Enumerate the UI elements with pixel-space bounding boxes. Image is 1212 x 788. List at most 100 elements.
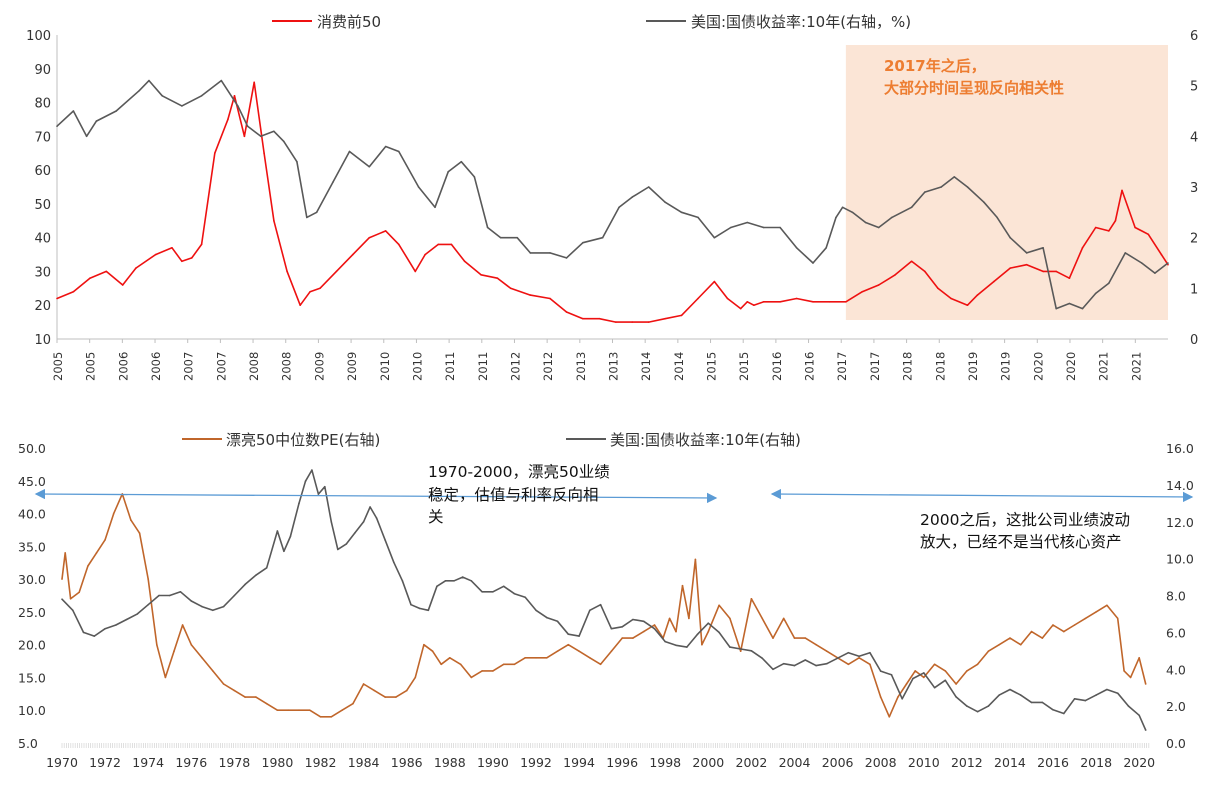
data-point xyxy=(201,657,203,659)
data-point xyxy=(130,519,132,521)
data-point xyxy=(1144,683,1147,685)
data-point xyxy=(502,585,505,588)
data-point xyxy=(115,624,117,626)
data-point xyxy=(861,290,864,293)
data-point xyxy=(85,135,88,138)
data-point xyxy=(233,594,236,597)
y-tick-label: 5.0 xyxy=(18,736,38,751)
data-point xyxy=(311,469,313,471)
data-point xyxy=(647,321,650,323)
data-point xyxy=(858,655,860,658)
data-point xyxy=(858,657,860,659)
data-point xyxy=(337,548,339,551)
data-point xyxy=(701,643,703,646)
data-point xyxy=(298,709,300,711)
data-point xyxy=(1041,701,1044,704)
y-tick-label: 45.0 xyxy=(18,474,46,489)
data-point xyxy=(894,274,896,276)
data-point xyxy=(1094,226,1097,229)
data-point xyxy=(707,630,710,633)
x-tick-label: 2012 xyxy=(951,755,983,770)
data-point xyxy=(535,609,537,612)
data-point xyxy=(283,140,285,143)
data-point xyxy=(1121,189,1123,192)
y2-tick-label: 14.0 xyxy=(1166,478,1194,493)
x-tick-label: 2020 xyxy=(1031,352,1045,381)
data-point xyxy=(680,211,683,214)
data-point xyxy=(104,539,106,541)
series-line-us10y-2 xyxy=(61,469,1147,731)
data-point xyxy=(1160,253,1163,256)
data-point xyxy=(212,609,214,612)
data-point xyxy=(598,317,601,320)
data-point xyxy=(653,624,656,626)
data-point xyxy=(718,631,720,634)
data-point xyxy=(923,672,925,674)
data-point xyxy=(309,290,311,293)
data-point xyxy=(244,696,246,698)
series-line-us10y xyxy=(56,79,1169,310)
data-point xyxy=(1009,236,1011,239)
data-point xyxy=(395,696,397,698)
data-point xyxy=(449,657,451,659)
annotation-2000-line-1: 2000之后，这批公司业绩波动 xyxy=(920,511,1130,529)
data-point xyxy=(1052,624,1054,626)
data-point xyxy=(222,683,225,685)
data-point xyxy=(987,650,990,652)
chart-1-axes: 10 20 30 40 50 60 70 80 90 100 0 1 2 3 4 5 6 2005 2005 2006… xyxy=(26,29,1198,381)
data-point xyxy=(761,617,763,620)
y-tick-label: 35.0 xyxy=(18,539,46,554)
data-point xyxy=(398,243,400,246)
annotation-line-1: 2017年之后， xyxy=(884,57,986,75)
data-point xyxy=(492,591,494,593)
x-tick-label: 2009 xyxy=(312,352,326,381)
data-point xyxy=(1081,247,1084,249)
y2-tick-label: 10.0 xyxy=(1166,552,1194,567)
data-point xyxy=(276,709,279,711)
data-point xyxy=(304,480,307,483)
x-tick-label: 1994 xyxy=(563,755,595,770)
data-point xyxy=(348,150,351,153)
data-point xyxy=(64,552,66,554)
data-point xyxy=(72,290,75,293)
data-point xyxy=(772,668,774,671)
y-tick-label: 40.0 xyxy=(18,507,46,522)
y-tick-label: 20 xyxy=(34,299,51,314)
data-point xyxy=(804,637,807,639)
data-point xyxy=(1138,714,1140,717)
y2-tick-label: 4 xyxy=(1190,130,1198,145)
data-point xyxy=(815,643,817,646)
data-point xyxy=(154,253,157,256)
y2-tick-label: 2.0 xyxy=(1166,699,1186,714)
data-point xyxy=(481,591,483,593)
data-point xyxy=(621,626,623,628)
data-point xyxy=(352,253,354,256)
data-point xyxy=(164,676,167,679)
data-point xyxy=(1052,709,1054,711)
data-point xyxy=(330,716,333,718)
legend-label-nifty50pe: 漂亮50中位数PE(右轴) xyxy=(226,431,380,449)
data-point xyxy=(713,236,716,239)
data-point xyxy=(937,287,939,290)
x-tick-label: 1976 xyxy=(175,755,207,770)
data-point xyxy=(384,230,387,232)
x-tick-label: 2002 xyxy=(736,755,768,770)
data-point xyxy=(940,186,942,188)
data-point xyxy=(996,216,998,219)
x-tick-label: 1992 xyxy=(520,755,552,770)
data-point xyxy=(255,696,257,698)
data-point xyxy=(255,574,257,576)
x-tick-label: 2020 xyxy=(1064,352,1078,381)
data-point xyxy=(296,160,298,163)
data-point xyxy=(1019,643,1022,646)
data-point xyxy=(987,705,990,707)
data-point xyxy=(825,247,827,249)
data-point xyxy=(847,651,850,654)
x-tick-label: 2006 xyxy=(822,755,854,770)
annotation-line-2: 大部分时间呈现反向相关性 xyxy=(884,79,1064,97)
data-point xyxy=(286,270,288,273)
data-point xyxy=(1055,270,1057,273)
x-tick-label: 2016 xyxy=(770,352,784,381)
x-tick-label: 2019 xyxy=(966,352,980,381)
data-point xyxy=(546,616,548,619)
